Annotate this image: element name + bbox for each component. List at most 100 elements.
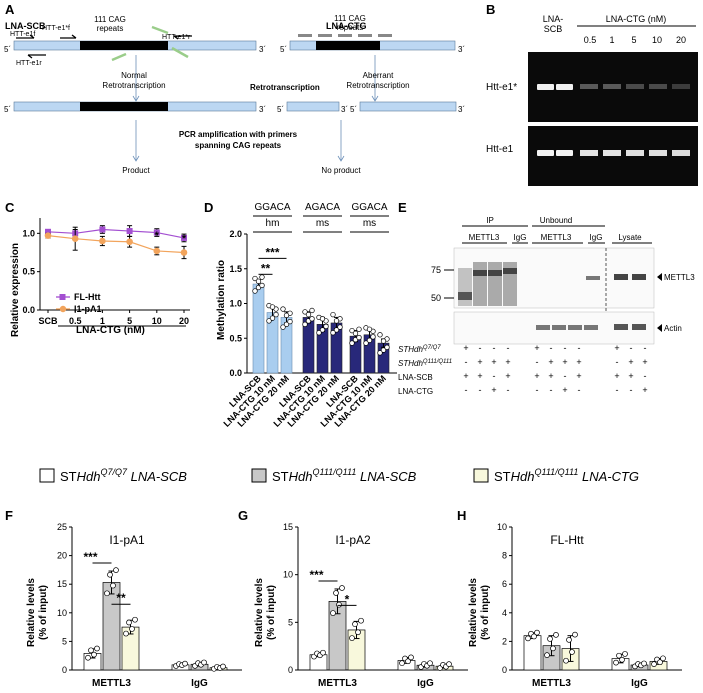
replicate-point <box>91 651 97 658</box>
sign-cell: - <box>536 385 539 395</box>
aberrant-rt-label: Aberrant <box>363 71 394 80</box>
sign-cell: - <box>479 385 482 395</box>
sign-cell: + <box>642 357 647 367</box>
sign-cell: + <box>576 357 581 367</box>
panel-c-label: C <box>5 200 15 215</box>
replicate-point <box>330 330 336 336</box>
x-tick-label: 10 <box>152 316 162 326</box>
panel-d: D Methylation ratio 0.0 0.5 1.0 1.5 2.0 GGACA… <box>204 200 397 429</box>
gel-row-label-htt-e1: Htt-e1 <box>486 144 514 155</box>
replicate-point <box>88 647 94 654</box>
replicate-point <box>220 663 226 670</box>
data-point-fl-htt <box>45 228 51 235</box>
replicate-point <box>283 321 290 328</box>
unbound-label: Unbound <box>540 216 572 225</box>
chart-g-plot: I1-pA2 Relative levels (% of input) 0 5 10 15 M… <box>254 522 468 689</box>
sign-cell: - <box>479 343 482 353</box>
prime3-label: 3´ <box>341 105 348 114</box>
blot-bands-mettl3 <box>458 262 646 306</box>
y-axis-label: Relative levels <box>468 578 479 647</box>
replicate-point <box>107 571 113 578</box>
y-tick-label: 20 <box>57 551 67 561</box>
band-label-actin: Actin <box>664 324 682 333</box>
data-point-fl-htt <box>126 228 133 235</box>
replicate-point <box>333 327 340 333</box>
replicate-point <box>201 659 207 666</box>
replicate-point <box>273 311 279 318</box>
primer-arrow-left <box>27 54 46 59</box>
significance-star: * <box>155 230 160 242</box>
sign-cell: - <box>507 343 510 353</box>
replicate-point <box>182 660 188 667</box>
replicate-point <box>358 617 364 624</box>
replicate-point <box>356 334 362 341</box>
replicate-point <box>446 661 452 667</box>
replicate-point <box>330 610 336 616</box>
panel-a: A LNA-SCB LNA-CTG 5´ 3´ 111 CAG repeats … <box>4 2 465 175</box>
data-point-i1-pa1 <box>180 249 188 256</box>
sign-cell: + <box>562 357 567 367</box>
ip-igg-label: IgG <box>514 233 527 242</box>
panel-a-label: A <box>5 2 15 17</box>
replicate-point <box>280 324 286 330</box>
replicate-point <box>337 324 343 330</box>
replicate-point <box>333 318 340 324</box>
x-tick-label: 1 <box>100 316 105 326</box>
data-point-i1-pa1 <box>126 238 133 246</box>
replicate-point <box>363 340 369 346</box>
x-tick-label: 0.5 <box>69 316 82 326</box>
replicate-point <box>302 309 308 315</box>
replicate-point <box>305 311 312 318</box>
prime3-label: 3´ <box>458 45 465 54</box>
marker-75: 75 <box>431 265 441 275</box>
pcr-title2: spanning CAG repeats <box>195 141 282 150</box>
cag-repeat-block-left <box>80 41 168 50</box>
y-axis-label-2: (% of input) <box>38 585 49 640</box>
header-motif: GGACA <box>254 202 290 213</box>
row-label-q7: STHdhQ7/Q7 <box>398 345 441 354</box>
cag-repeats-label2: repeats <box>337 23 364 32</box>
y-tick-label: 10 <box>497 522 507 532</box>
lysate-label: Lysate <box>618 233 642 242</box>
prime3-label: 3´ <box>259 45 266 54</box>
replicate-point <box>269 304 276 310</box>
chart-f-plot: I1-pA1 Relative levels (% of input) 0 5 10 15 2… <box>26 522 242 689</box>
sign-cell: + <box>628 357 633 367</box>
band-label-mettl3: METTL3 <box>664 273 695 282</box>
ip-mettl3-label: METTL3 <box>469 233 500 242</box>
chart-title: I1-pA2 <box>335 533 371 547</box>
significance-star: * <box>182 233 187 245</box>
significance-star: ** <box>261 261 271 275</box>
aberrant-rt-label2: Retrotranscription <box>346 81 409 90</box>
panel-b-label: B <box>486 2 495 17</box>
y-tick-label: 2 <box>502 636 507 646</box>
dose-label: 5 <box>631 35 636 45</box>
replicate-point <box>399 660 405 667</box>
sign-cell: - <box>550 385 553 395</box>
x-tick-label: 5 <box>127 316 132 326</box>
sign-cell: + <box>463 371 468 381</box>
replicate-point <box>370 334 376 340</box>
chart-d-ylabel: Methylation ratio <box>216 260 227 340</box>
sign-cell: + <box>548 371 553 381</box>
lna-scb-lane-label2: SCB <box>544 24 563 34</box>
x-tick-label: METTL3 <box>318 678 357 689</box>
replicate-point <box>132 616 138 623</box>
x-tick-label: IgG <box>631 678 648 689</box>
replicate-point <box>531 633 537 640</box>
chart-c-legend: FL-Htt I1-pA1 <box>56 292 102 314</box>
y-tick-label: 15 <box>283 522 293 532</box>
panel-e: E IP Unbound Lysate METTL3 IgG METTL3 Ig… <box>398 200 695 396</box>
panel-d-label: D <box>204 200 213 215</box>
dose-label: 1 <box>609 35 614 45</box>
y-tick-label: 0.5 <box>229 333 242 343</box>
sign-cell: - <box>564 371 567 381</box>
normal-rt-label2: Retrotranscription <box>102 81 165 90</box>
sign-cell: - <box>644 371 647 381</box>
no-product-label: No product <box>321 166 361 175</box>
replicate-point <box>544 652 550 658</box>
y-tick-label: 2.0 <box>229 229 242 239</box>
marker-50: 50 <box>431 293 441 303</box>
sign-cell: + <box>548 357 553 367</box>
replicate-point <box>283 312 290 318</box>
